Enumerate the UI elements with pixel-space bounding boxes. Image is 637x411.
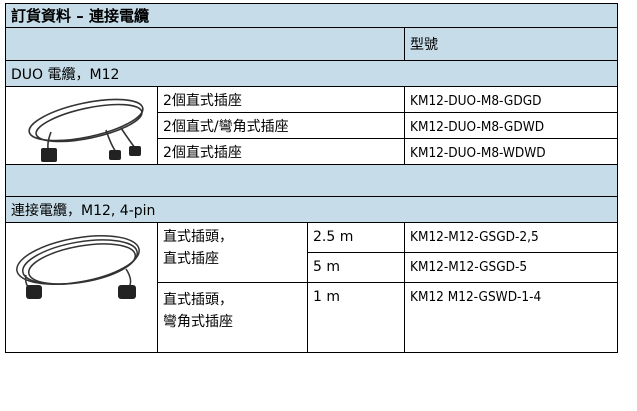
title: 訂貨資料 – 連接電纜 — [5, 3, 618, 28]
part-number: KM12 M12-GSWD-1-4 — [404, 282, 618, 353]
part-number: KM12-DUO-M8-GDGD — [404, 86, 618, 113]
description-line: 彎角式插座 — [163, 314, 233, 330]
m12-cable-image — [16, 235, 140, 299]
header-blank — [5, 27, 405, 61]
part-number: KM12-M12-GSGD-5 — [404, 252, 618, 283]
description-line: 直式插頭， — [163, 292, 233, 308]
description-line: 直式插頭， — [163, 229, 233, 245]
part-number: KM12-M12-GSGD-2,5 — [404, 222, 618, 253]
description: 直式插頭， 直式插座 — [157, 222, 308, 283]
spacer-row — [5, 164, 618, 197]
part-number: KM12-DUO-M8-WDWD — [404, 138, 618, 165]
description: 直式插頭， 彎角式插座 — [157, 282, 308, 353]
part-number: KM12-DUO-M8-GDWD — [404, 112, 618, 139]
description: 2個直式插座 — [157, 138, 405, 165]
image-cell — [5, 222, 158, 353]
header-part-number: 型號 — [404, 27, 618, 61]
duo-cable-image — [28, 98, 144, 162]
length: 1 m — [307, 282, 405, 353]
section-title: 連接電纜，M12, 4-pin — [5, 196, 618, 223]
description-line: 直式插座 — [163, 251, 219, 267]
description: 2個直式插座 — [157, 86, 405, 113]
length: 2.5 m — [307, 222, 405, 253]
length: 5 m — [307, 252, 405, 283]
image-cell — [5, 86, 158, 165]
section-title: DUO 電纜，M12 — [5, 60, 618, 87]
description: 2個直式/彎角式插座 — [157, 112, 405, 139]
